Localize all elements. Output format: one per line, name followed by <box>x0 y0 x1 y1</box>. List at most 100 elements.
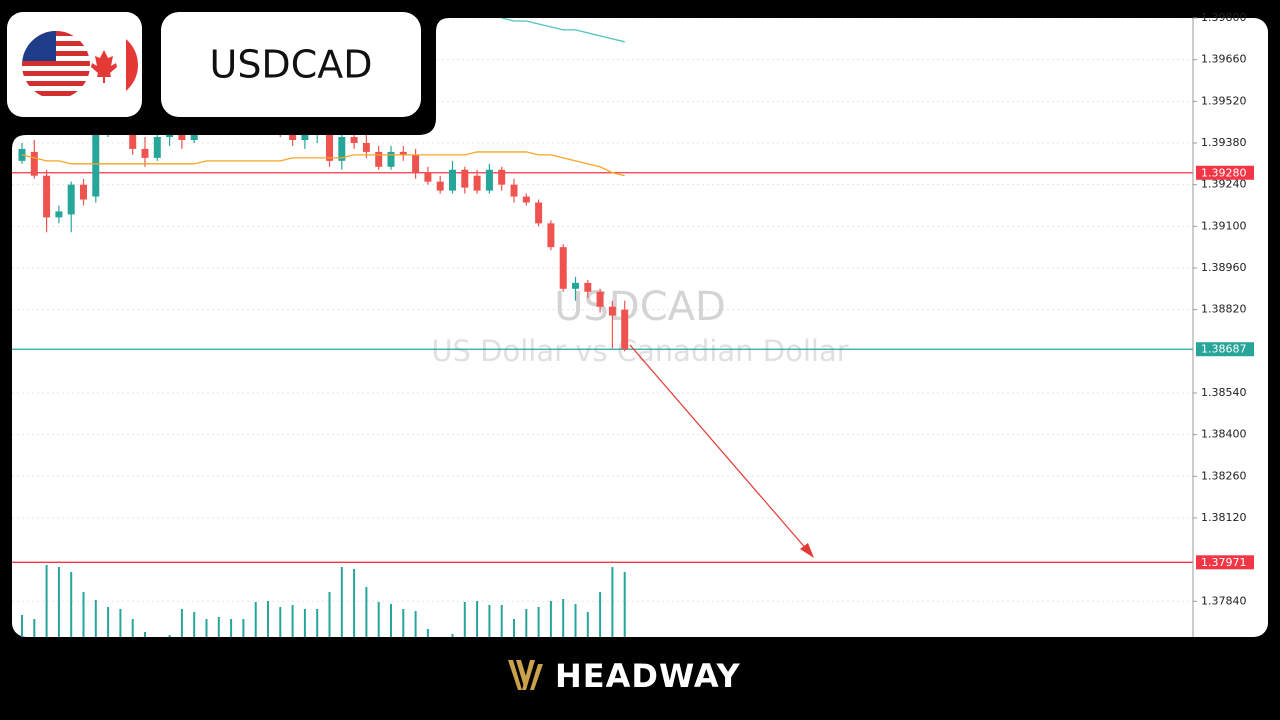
volume-bar <box>193 612 196 637</box>
volume-bar <box>623 572 626 637</box>
volume-bar <box>402 609 405 637</box>
candle-body <box>584 282 592 292</box>
y-tick-label: 1.39660 <box>1201 53 1247 66</box>
volume-bar <box>119 609 122 637</box>
candle-body <box>387 151 395 167</box>
candle-body <box>436 181 444 191</box>
candle-body <box>559 247 567 289</box>
volume-bar <box>599 592 602 637</box>
candle-body <box>473 175 481 191</box>
volume-bar <box>205 619 208 637</box>
candle-body <box>289 131 297 141</box>
volume-bar <box>45 565 48 637</box>
volume-bar <box>500 605 503 637</box>
volume-bar <box>70 572 73 637</box>
volume-bar <box>291 605 294 637</box>
volume-bar <box>549 601 552 637</box>
price-label: 1.37971 <box>1201 556 1247 569</box>
y-tick-label: 1.38960 <box>1201 261 1247 274</box>
candle-body <box>67 184 75 215</box>
arrow-head <box>800 543 814 558</box>
volume-bar <box>82 592 85 637</box>
candle-body <box>375 151 383 167</box>
volume-bar <box>107 607 110 637</box>
arrow-line <box>629 344 809 552</box>
volume-bar <box>377 602 380 637</box>
volume-bar <box>328 592 331 637</box>
brand-name: HEADWAY <box>555 657 741 695</box>
candle-body <box>608 306 616 316</box>
volume-bar <box>476 601 479 637</box>
candle-body <box>43 175 51 218</box>
forecast-arrow <box>629 344 814 558</box>
volume-bar <box>21 615 23 637</box>
volume-bar <box>267 601 269 637</box>
footer: HEADWAY <box>508 657 741 695</box>
candle-body <box>461 169 469 188</box>
candle-body <box>326 128 333 161</box>
candle-body <box>621 309 629 350</box>
symbol-title: USDCAD <box>210 43 373 87</box>
candle-body <box>412 154 420 173</box>
candle-body <box>498 169 506 185</box>
volume-bar <box>365 587 368 637</box>
candle-body <box>153 137 161 158</box>
volume-bar <box>316 609 319 637</box>
price-label: 1.38687 <box>1201 343 1247 356</box>
candle-body <box>301 134 309 141</box>
volume-bar <box>525 609 528 637</box>
candle-body <box>350 137 358 143</box>
y-tick-label: 1.39240 <box>1201 178 1247 191</box>
price-axis: 1.37840 1.38120 1.38260 1.38400 1.38540 1.388… <box>1192 11 1254 637</box>
y-tick-label: 1.38400 <box>1201 428 1247 441</box>
y-tick-label: 1.38540 <box>1201 386 1247 399</box>
volume-bar <box>562 599 565 637</box>
volume-bar <box>303 609 306 637</box>
volume-bar <box>390 604 392 637</box>
candle-body <box>362 142 370 152</box>
moving-average <box>21 151 625 177</box>
candle-body <box>510 184 518 197</box>
y-tick-label: 1.37840 <box>1201 594 1247 607</box>
candle-body <box>30 151 38 176</box>
candle-body <box>485 169 493 191</box>
volume-bar <box>254 602 257 637</box>
plot-area: USDCAD US Dollar vs Canadian Dollar <box>12 18 1193 637</box>
watermark-title: USDCAD <box>554 284 726 330</box>
candle-body <box>129 125 137 149</box>
volume-bar <box>513 619 515 637</box>
header: USDCAD <box>0 0 450 150</box>
candle-body <box>572 282 579 289</box>
candle-body <box>596 291 604 307</box>
volume-bar <box>414 611 417 637</box>
symbol-card <box>161 12 421 117</box>
y-tick-label: 1.38820 <box>1201 303 1247 316</box>
volume-bar <box>574 604 577 637</box>
candle-body <box>424 172 432 182</box>
volume-bar <box>180 609 183 637</box>
candle-body <box>399 151 407 155</box>
price-label-box <box>1196 165 1254 180</box>
volume-bar <box>168 635 171 637</box>
volume-bar <box>611 567 614 637</box>
volume-bar <box>537 607 540 637</box>
y-tick-label: 1.39100 <box>1201 219 1247 232</box>
volume-bar <box>144 632 146 637</box>
moving-average <box>501 18 625 43</box>
candle-body <box>55 211 63 218</box>
y-tick-label: 1.38120 <box>1201 511 1247 524</box>
price-label: 1.39280 <box>1201 166 1247 179</box>
volume-bar <box>340 567 343 637</box>
volume-bar <box>426 629 429 637</box>
y-tick-label: 1.38260 <box>1201 469 1247 482</box>
price-label-box <box>1196 555 1254 570</box>
volume-bar <box>33 619 36 637</box>
candle-body <box>338 137 346 161</box>
y-tick-label: 1.39800 <box>1201 11 1247 24</box>
candle-body <box>522 196 530 203</box>
brand-logo <box>508 660 543 690</box>
volume-bar <box>451 634 454 637</box>
volume-bar <box>586 612 589 637</box>
